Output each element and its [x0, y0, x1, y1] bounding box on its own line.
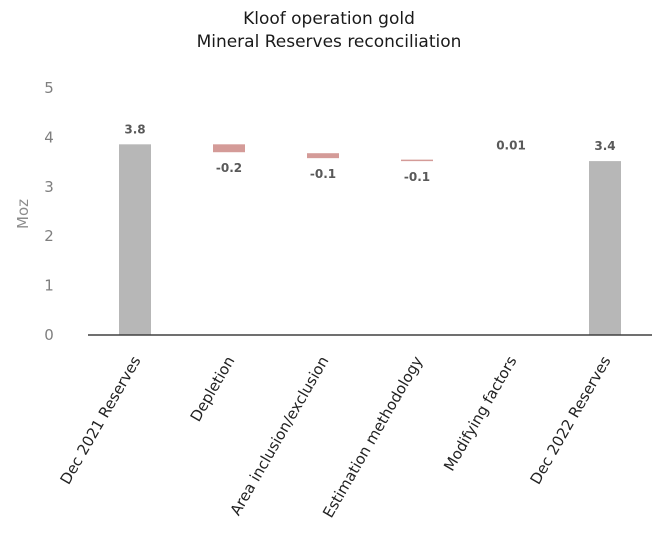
total-bar	[589, 161, 621, 335]
y-tick-label: 3	[44, 178, 54, 196]
bars	[119, 144, 621, 335]
category-label: Dec 2021 Reserves	[56, 353, 144, 488]
data-label: 3.8	[124, 122, 145, 136]
y-tick-labels: 0 1 2 3 4 5	[44, 79, 54, 344]
data-label: -0.1	[310, 167, 336, 181]
total-bar	[119, 144, 151, 335]
category-label: Estimation methodology	[319, 353, 426, 521]
chart-title-line-2: Mineral Reserves reconciliation	[197, 32, 462, 52]
change-bar	[213, 144, 245, 153]
data-label: 3.4	[594, 139, 615, 153]
category-label: Depletion	[187, 353, 239, 425]
category-label: Area inclusion/exclusion	[226, 353, 332, 519]
change-bar	[307, 153, 339, 159]
category-label: Modifying factors	[440, 353, 520, 474]
change-bar	[401, 159, 433, 162]
y-axis-label: Moz	[14, 199, 32, 229]
data-labels: 3.8 -0.2 -0.1 -0.1 0.01 3.4	[124, 122, 615, 184]
y-tick-label: 0	[44, 326, 54, 344]
y-tick-label: 2	[44, 227, 54, 245]
y-tick-label: 1	[44, 277, 54, 295]
data-label: -0.2	[216, 161, 242, 175]
data-label: -0.1	[404, 170, 430, 184]
category-label: Dec 2022 Reserves	[526, 353, 614, 488]
chart-title-line-1: Kloof operation gold	[243, 9, 415, 29]
y-tick-label: 4	[44, 128, 54, 146]
data-label: 0.01	[496, 139, 526, 153]
y-tick-label: 5	[44, 79, 54, 97]
